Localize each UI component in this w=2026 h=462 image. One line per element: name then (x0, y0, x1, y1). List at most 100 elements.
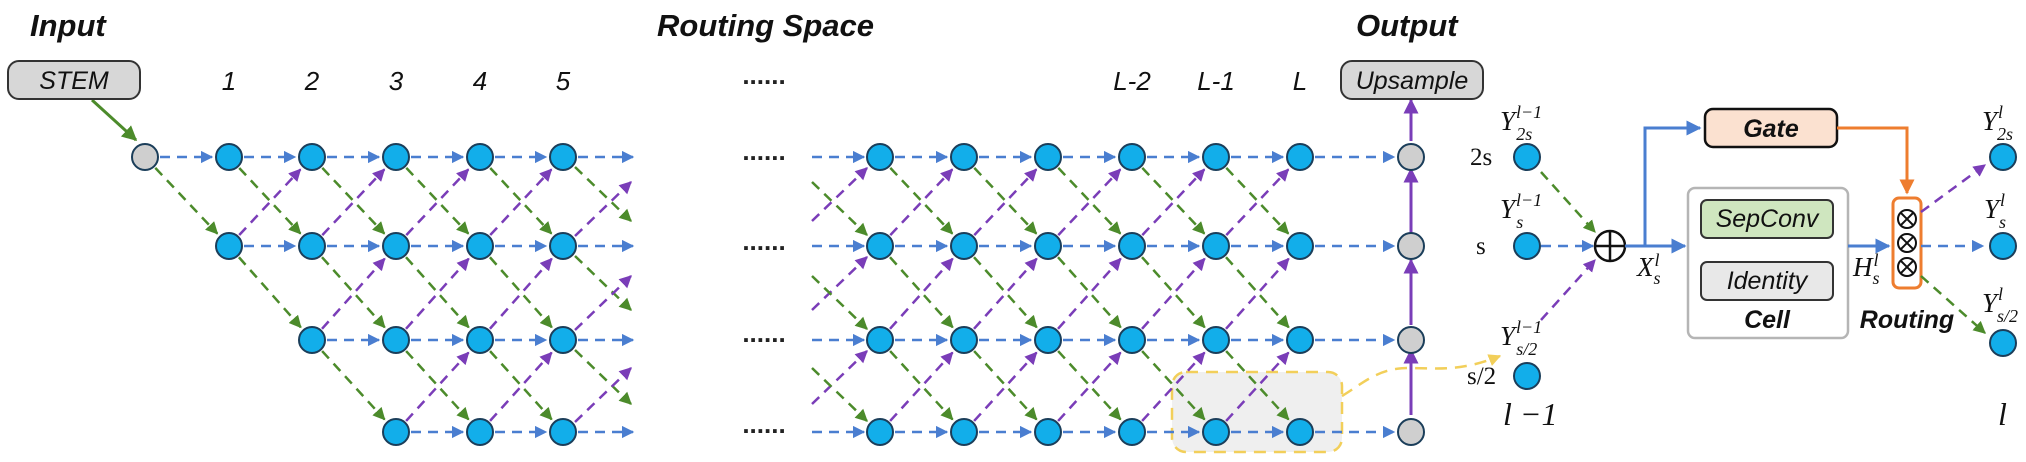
upsample-label: Upsample (1356, 67, 1469, 95)
grid-node (1118, 418, 1146, 446)
y-cur-s2-label: Yl s/2 (1982, 284, 2018, 326)
grid-node (215, 232, 243, 260)
edge-down (488, 256, 553, 329)
edge-down (973, 350, 1038, 421)
edge-trail (574, 275, 632, 331)
sepconv-box (1700, 199, 1834, 239)
multiply-icon (1897, 257, 1917, 277)
edge-up (973, 257, 1038, 330)
edge-up (405, 351, 470, 422)
output-header: Output (1356, 8, 1459, 43)
edge-up (1225, 168, 1290, 236)
edge-lead (811, 181, 868, 236)
edge-down (1057, 350, 1122, 421)
edge-down (321, 350, 386, 421)
grid-node (466, 232, 494, 260)
ellipsis-row4: ...... (742, 409, 785, 439)
grid-node (549, 143, 577, 171)
edge-lead (811, 275, 868, 330)
edge-up (1057, 257, 1122, 330)
grid-node (1118, 232, 1146, 260)
h-label: Hl s (1852, 250, 1880, 288)
edge-down (1141, 256, 1206, 329)
edge-down (1225, 256, 1290, 329)
edge-down (1225, 167, 1290, 235)
grid-node (382, 418, 410, 446)
grid-nodes (131, 143, 1425, 446)
grid-node (1202, 232, 1230, 260)
grid-node (549, 326, 577, 354)
routing-out-s2-arrow (1920, 275, 1986, 334)
edge-trail (574, 166, 632, 222)
edge-up (321, 168, 386, 236)
edge-down (1057, 256, 1122, 329)
edge-down (973, 167, 1038, 235)
identity-box (1700, 261, 1834, 301)
grid-node (549, 232, 577, 260)
grid-node (1118, 143, 1146, 171)
edge-lead (811, 256, 868, 311)
layer-label: L-1 (1197, 66, 1235, 96)
stem-label: STEM (39, 67, 109, 95)
stem-connector-arrow (90, 98, 138, 142)
edge-trail (574, 367, 632, 423)
scale-label-s2: s/2 (1467, 363, 1496, 390)
highlight-pointer-arrow (1341, 354, 1502, 398)
y-cur-2s-label: Yl 2s (1982, 102, 2013, 144)
edge-up (1141, 351, 1206, 422)
grid-node (1202, 418, 1230, 446)
edge-down (405, 350, 470, 421)
edge-up (405, 257, 470, 330)
input-header: Input (30, 8, 107, 43)
edge-up (973, 351, 1038, 422)
edge-up (1141, 168, 1206, 236)
grid-node (382, 232, 410, 260)
cur-layer-label: l (1998, 396, 2007, 432)
edge-up (321, 257, 386, 330)
output-node (1397, 326, 1425, 354)
cell-label: Cell (1744, 306, 1791, 334)
grid-node (382, 326, 410, 354)
edge-up (889, 257, 954, 330)
grid-node (950, 326, 978, 354)
grid-node (1202, 143, 1230, 171)
grid-node (866, 418, 894, 446)
out-node-s (1989, 232, 2017, 260)
grid-node (1118, 326, 1146, 354)
grid-node (866, 326, 894, 354)
edge-down (489, 167, 553, 235)
multiply-icon (1897, 209, 1917, 229)
edge-down (889, 350, 954, 421)
edge-up (489, 168, 553, 236)
edge-trail (574, 349, 632, 405)
edge-down (1141, 350, 1206, 421)
grid-node (866, 143, 894, 171)
routing-label: Routing (1860, 306, 1954, 334)
cell-in-s2-arrow (1540, 259, 1596, 321)
edge-down (154, 167, 219, 235)
routing-space-header: Routing Space (657, 8, 874, 43)
edge-down (1141, 167, 1206, 235)
grid-node (1286, 232, 1314, 260)
prev-node-2s (1513, 143, 1541, 171)
grid-node (950, 418, 978, 446)
edge-up (1141, 257, 1206, 330)
grid-node (1286, 143, 1314, 171)
edge-down (405, 167, 470, 235)
stem-output-node (131, 143, 159, 171)
grid-node (215, 143, 243, 171)
ellipsis-row3: ...... (742, 318, 785, 348)
edge-trail (574, 255, 632, 311)
grid-node (466, 326, 494, 354)
sum-to-gate-arrow (1643, 120, 1702, 246)
edge-down (1225, 350, 1290, 421)
edge-up (405, 168, 470, 236)
grid-node (1202, 326, 1230, 354)
edge-trail (574, 181, 632, 237)
edge-down (889, 256, 954, 329)
ellipsis-row1: ...... (742, 136, 785, 166)
layer-label: 2 (304, 66, 320, 96)
edge-up (973, 168, 1038, 236)
layer-label: 3 (389, 66, 404, 96)
